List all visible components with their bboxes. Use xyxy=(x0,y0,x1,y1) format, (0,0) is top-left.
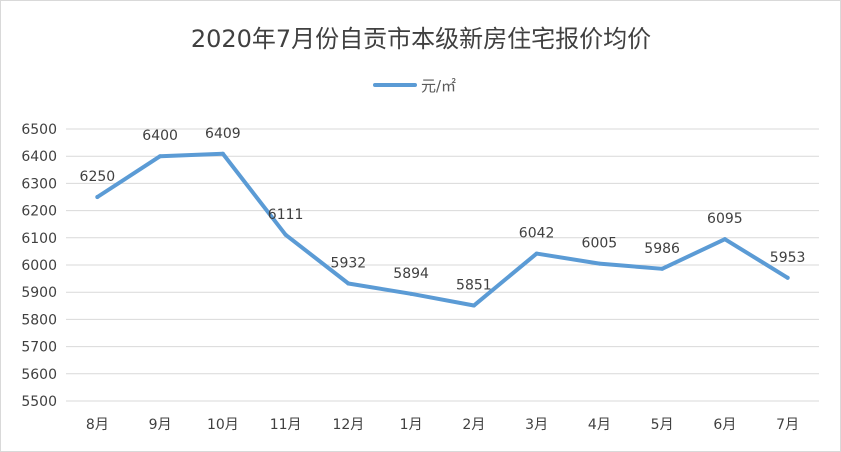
x-tick-label: 3月 xyxy=(525,417,548,433)
chart-title: 2020年7月份自贡市本级新房住宅报价均价 xyxy=(191,25,651,53)
data-point xyxy=(660,266,665,271)
data-point xyxy=(409,291,414,296)
data-point xyxy=(95,195,100,199)
x-tick-label: 9月 xyxy=(149,417,172,433)
data-label: 5932 xyxy=(331,255,367,271)
data-label: 6111 xyxy=(268,207,304,223)
data-label: 5953 xyxy=(770,250,806,266)
data-label: 6409 xyxy=(205,126,241,142)
data-label: 6042 xyxy=(519,226,555,242)
x-tick-label: 2月 xyxy=(462,417,485,433)
data-point xyxy=(597,261,602,266)
data-label: 6095 xyxy=(707,211,743,227)
data-point xyxy=(158,154,163,159)
x-tick-label: 1月 xyxy=(400,417,423,433)
y-tick-label: 6000 xyxy=(21,258,57,274)
data-label: 5851 xyxy=(456,278,492,294)
legend-label: 元/㎡ xyxy=(421,77,456,95)
y-tick-label: 5900 xyxy=(21,285,57,301)
data-point xyxy=(534,251,539,256)
y-tick-label: 6200 xyxy=(21,204,57,220)
data-point xyxy=(471,303,476,308)
data-point xyxy=(220,151,225,156)
y-tick-label: 5700 xyxy=(21,340,57,356)
x-tick-label: 4月 xyxy=(588,417,611,433)
data-label: 6005 xyxy=(582,236,618,252)
x-tick-label: 6月 xyxy=(713,417,736,433)
x-tick-label: 12月 xyxy=(332,417,364,433)
series-layer xyxy=(95,151,790,308)
data-label: 5986 xyxy=(644,241,680,257)
y-tick-label: 5600 xyxy=(21,367,57,383)
x-axis: 8月 9月 10月 11月 12月 1月 2月 3月 4月 5月 6月 7月 xyxy=(86,417,799,433)
data-point xyxy=(346,281,351,286)
y-axis: 5500 5600 5700 5800 5900 6000 6100 6200 6300 6400… xyxy=(21,122,57,410)
x-tick-label: 11月 xyxy=(270,417,302,433)
data-point xyxy=(785,275,790,280)
y-tick-label: 6300 xyxy=(21,176,57,192)
data-point xyxy=(722,237,727,242)
y-tick-label: 5500 xyxy=(21,394,57,410)
x-tick-label: 8月 xyxy=(86,417,109,433)
data-label: 6250 xyxy=(80,169,116,185)
y-tick-label: 6100 xyxy=(21,231,57,247)
data-labels: 6250 6400 6409 6111 5932 5894 5851 6042 6005 5986… xyxy=(80,126,806,294)
gridlines xyxy=(66,128,819,402)
x-tick-label: 10月 xyxy=(207,417,239,433)
data-label: 6400 xyxy=(142,128,178,144)
y-tick-label: 6500 xyxy=(21,122,57,138)
x-tick-label: 5月 xyxy=(651,417,674,433)
legend: 元/㎡ xyxy=(373,77,456,95)
data-point xyxy=(283,232,288,237)
series-line xyxy=(95,151,790,308)
data-label: 5894 xyxy=(393,266,429,282)
y-tick-label: 6400 xyxy=(21,149,57,165)
x-tick-label: 7月 xyxy=(776,417,799,433)
y-tick-label: 5800 xyxy=(21,312,57,328)
